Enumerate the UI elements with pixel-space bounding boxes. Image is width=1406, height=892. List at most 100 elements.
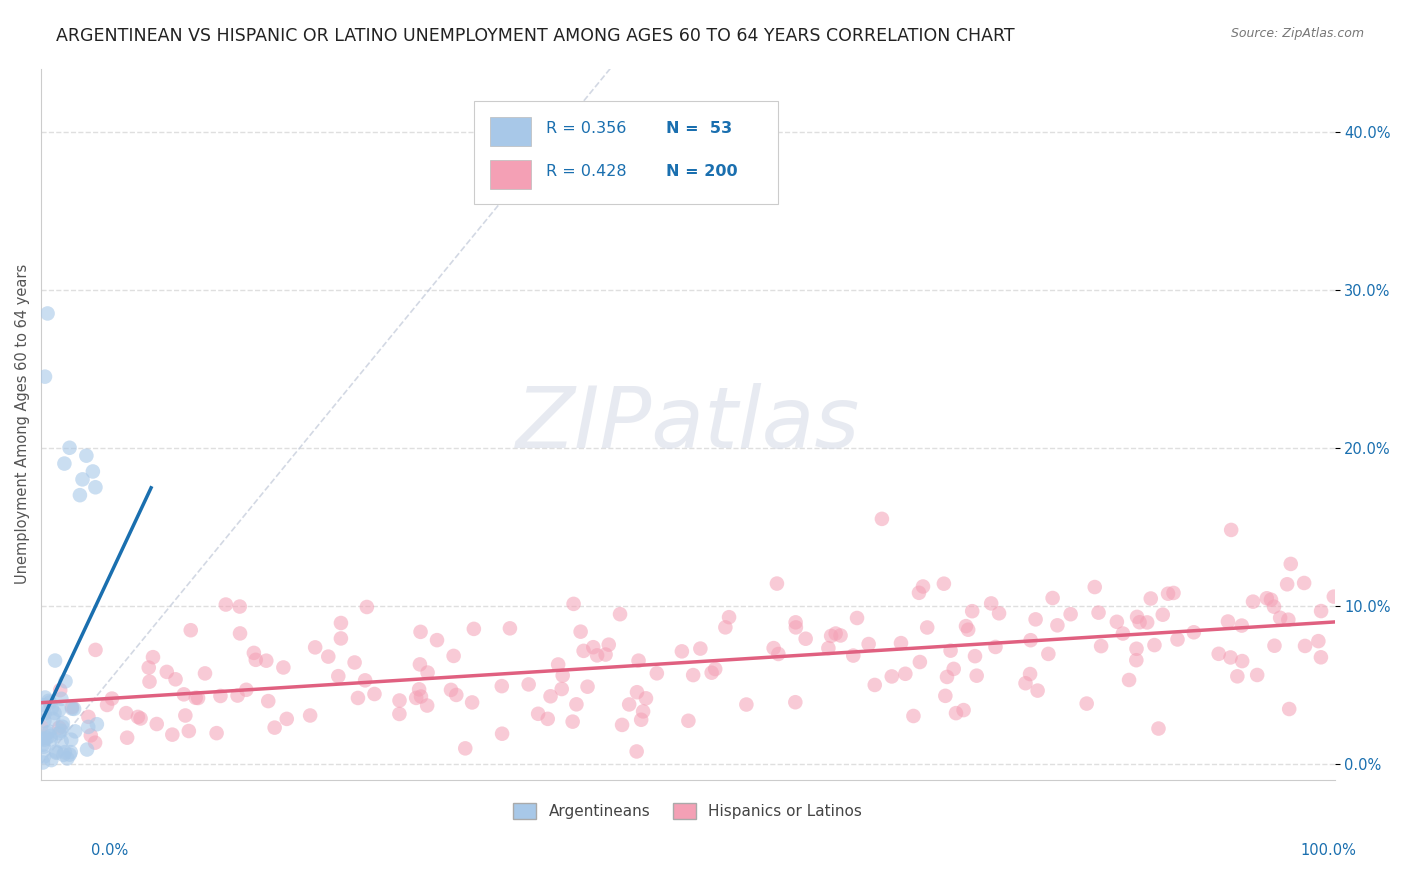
Point: [52, 747, 75, 762]
Point: [254, 654, 277, 668]
Point: [626, 744, 648, 758]
Point: [1163, 586, 1185, 600]
Point: [276, 712, 298, 726]
Point: [820, 629, 842, 643]
Point: [1219, 650, 1241, 665]
Point: [1125, 641, 1147, 656]
Point: [561, 714, 583, 729]
Point: [934, 689, 956, 703]
Point: [388, 693, 411, 707]
Point: [1087, 606, 1109, 620]
Point: [957, 623, 980, 637]
Point: [903, 709, 925, 723]
Point: [37, 306, 59, 320]
Point: [194, 666, 217, 681]
Point: [499, 621, 522, 635]
Point: [63, 702, 86, 716]
Point: [34, 690, 56, 705]
Point: [682, 668, 704, 682]
Point: [704, 662, 727, 676]
Point: [187, 691, 209, 706]
Point: [942, 662, 965, 676]
Point: [38, 694, 60, 708]
Point: [80, 728, 103, 742]
Point: [794, 632, 817, 646]
Point: [627, 654, 650, 668]
Point: [245, 653, 267, 667]
Point: [82, 465, 104, 479]
Point: [762, 641, 785, 656]
Point: [626, 685, 648, 699]
Point: [634, 691, 657, 706]
Point: [426, 633, 449, 648]
Point: [988, 607, 1011, 621]
Point: [30, 720, 52, 734]
Point: [1152, 607, 1174, 622]
Point: [363, 687, 385, 701]
Point: [115, 731, 138, 745]
Point: [1208, 647, 1230, 661]
Point: [547, 657, 569, 672]
Point: [1042, 591, 1064, 605]
Point: [60, 701, 83, 715]
Point: [243, 646, 266, 660]
Point: [1241, 594, 1264, 608]
Point: [984, 640, 1007, 654]
Point: [1275, 577, 1298, 591]
Point: [51, 734, 73, 748]
Point: [215, 598, 238, 612]
Point: [39, 732, 62, 747]
Point: [1260, 592, 1282, 607]
Point: [714, 620, 737, 634]
Point: [304, 640, 326, 655]
Point: [31, 738, 53, 752]
Point: [180, 624, 202, 638]
Point: [263, 721, 285, 735]
Point: [1157, 587, 1180, 601]
Point: [156, 665, 179, 679]
Point: [51, 720, 73, 734]
Point: [461, 695, 484, 709]
Point: [1129, 615, 1152, 630]
Point: [1147, 722, 1170, 736]
Point: [1278, 702, 1301, 716]
Point: [911, 580, 934, 594]
Point: [527, 706, 550, 721]
Point: [34, 706, 56, 721]
Point: [38, 724, 60, 739]
Point: [84, 480, 107, 494]
Text: 100.0%: 100.0%: [1301, 843, 1357, 858]
Point: [209, 689, 232, 703]
Point: [409, 690, 432, 704]
Point: [1046, 618, 1069, 632]
Point: [735, 698, 758, 712]
Point: [138, 674, 160, 689]
Point: [932, 576, 955, 591]
Point: [56, 751, 79, 765]
Point: [354, 673, 377, 688]
Point: [356, 599, 378, 614]
Point: [842, 648, 865, 663]
Point: [299, 708, 322, 723]
Point: [34, 369, 56, 384]
Point: [1090, 639, 1112, 653]
Point: [1019, 667, 1042, 681]
Point: [1256, 591, 1278, 606]
Text: ZIPatlas: ZIPatlas: [516, 383, 860, 466]
Point: [51, 691, 73, 706]
Point: [582, 640, 605, 655]
Point: [517, 677, 540, 691]
Point: [1076, 697, 1098, 711]
Point: [388, 706, 411, 721]
Point: [34, 732, 56, 747]
Point: [329, 615, 352, 630]
Point: [894, 666, 917, 681]
Point: [551, 668, 574, 682]
Point: [1059, 607, 1081, 622]
Point: [785, 620, 807, 634]
Point: [51, 723, 73, 738]
Point: [1118, 673, 1140, 687]
Point: [1182, 625, 1205, 640]
Point: [58, 441, 80, 455]
Point: [75, 449, 97, 463]
